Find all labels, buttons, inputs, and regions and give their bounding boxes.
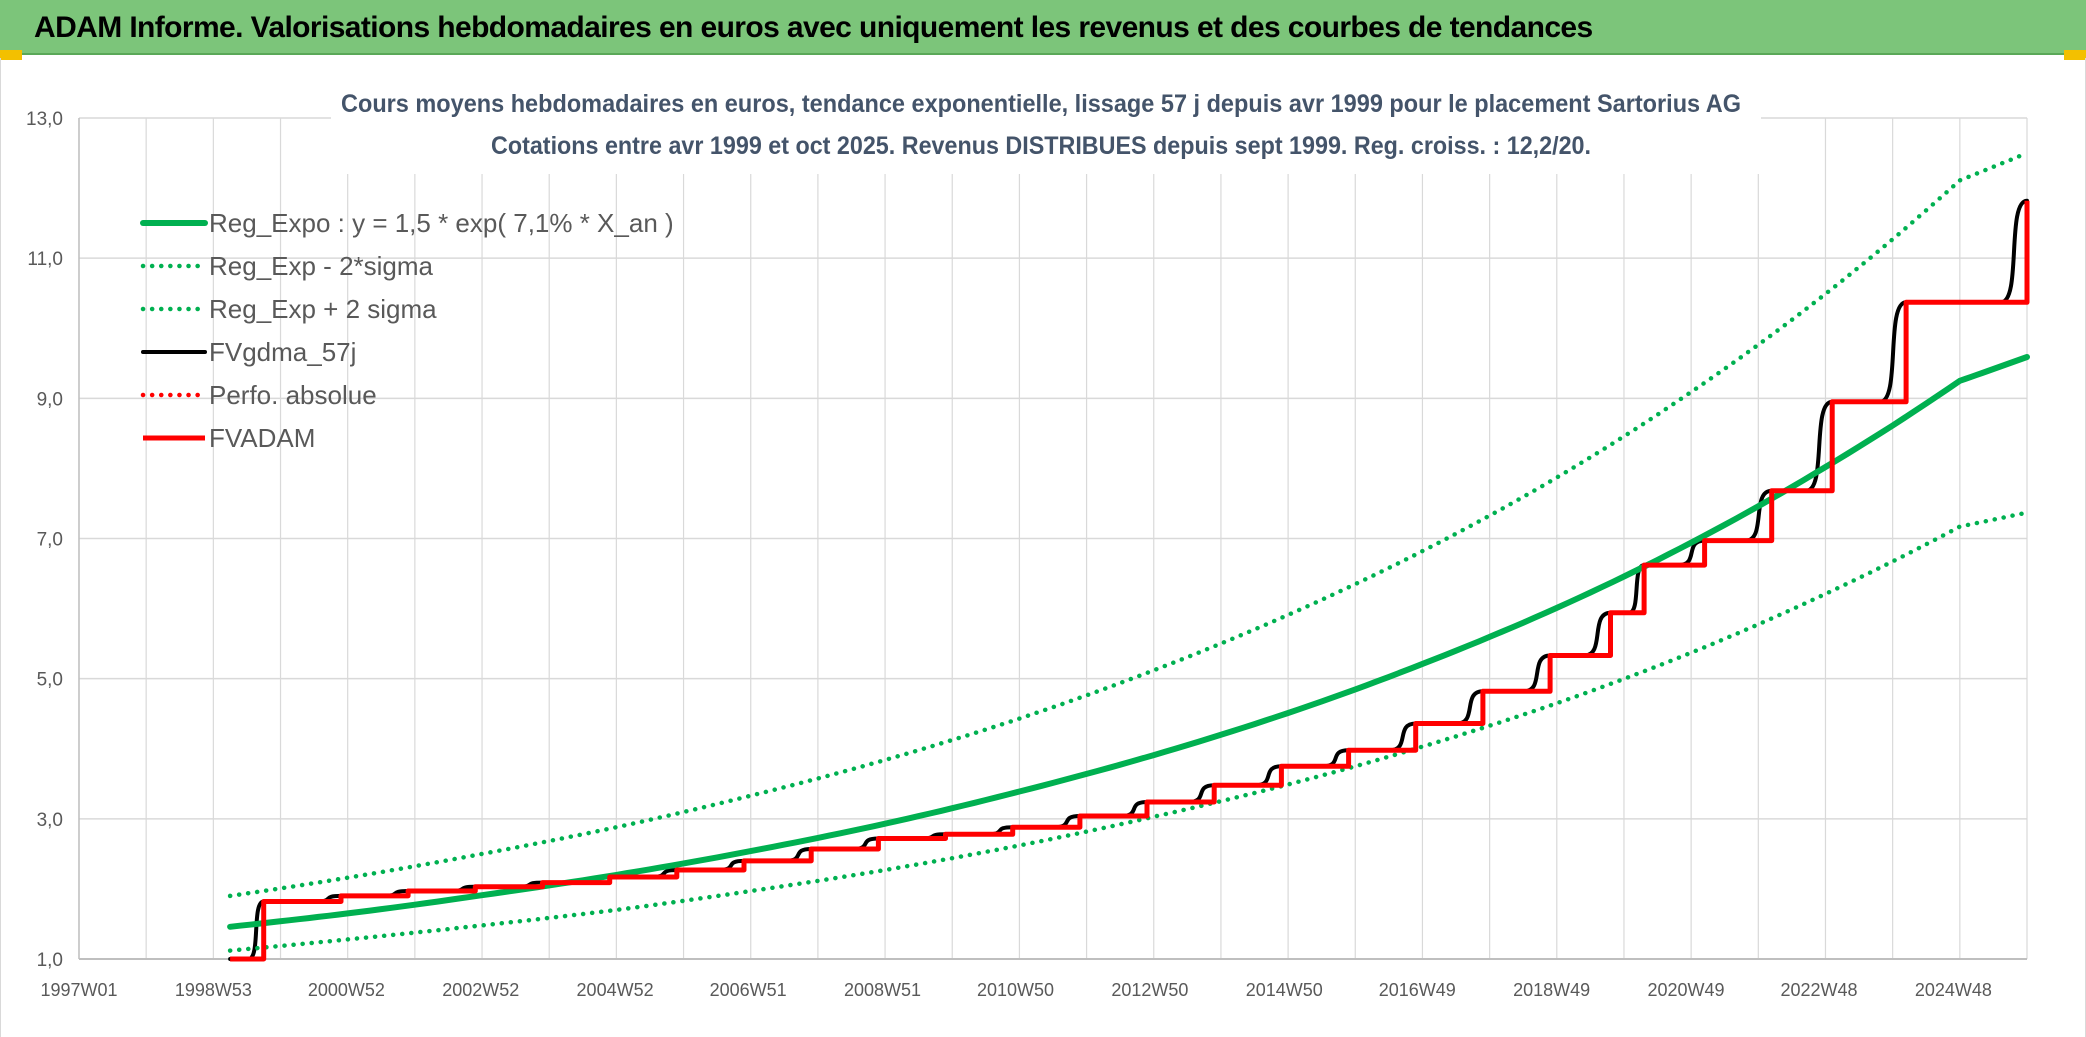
- legend-label: Reg_Exp - 2*sigma: [209, 251, 434, 281]
- y-tick-label: 7,0: [37, 530, 63, 551]
- line-chart: 1,0 3,0 5,0 7,0 9,0 11,0 13,0 1997W01 1998W53 200…: [26, 78, 2030, 1000]
- x-tick-label: 1997W01: [40, 980, 117, 1000]
- corner-marker-right: [2064, 50, 2086, 60]
- chart-frame: 1,0 3,0 5,0 7,0 9,0 11,0 13,0 1997W01 1998W53 200…: [0, 58, 2086, 1037]
- x-tick-label: 2020W49: [1647, 980, 1724, 1000]
- x-tick-label: 2010W50: [977, 980, 1054, 1000]
- legend: Reg_Expo : y = 1,5 * exp( 7,1% * X_an ) R…: [140, 208, 674, 453]
- x-tick-label: 2014W50: [1246, 980, 1323, 1000]
- grid: [78, 117, 2028, 960]
- chart-titles: Cours moyens hebdomadaires en euros, ten…: [331, 78, 1761, 174]
- series-reg-exp-plus-2sigma: [227, 150, 2030, 899]
- x-tick-label: 2018W49: [1513, 980, 1590, 1000]
- y-tick-label: 9,0: [37, 389, 63, 410]
- series-fvgdma-57j: [228, 198, 2029, 961]
- legend-label: Reg_Exp + 2 sigma: [209, 294, 437, 324]
- legend-label: FVgdma_57j: [209, 337, 356, 367]
- x-tick-label: 2008W51: [844, 980, 921, 1000]
- chart-title: Cours moyens hebdomadaires en euros, ten…: [341, 90, 1741, 118]
- legend-label: Perfo. absolue: [209, 380, 377, 410]
- y-tick-label: 5,0: [37, 670, 63, 691]
- legend-label: FVADAM: [209, 423, 315, 453]
- series-reg-expo: [227, 354, 2030, 930]
- x-tick-label: 2004W52: [577, 980, 654, 1000]
- y-tick-label: 1,0: [37, 950, 63, 971]
- series-fvadam: [230, 200, 2030, 962]
- axes: 1,0 3,0 5,0 7,0 9,0 11,0 13,0 1997W01 1998W53 200…: [26, 109, 2027, 1000]
- series-reg-exp-minus-2sigma: [227, 510, 2030, 953]
- report-banner: ADAM Informe. Valorisations hebdomadaire…: [0, 0, 2086, 55]
- x-tick-label: 1998W53: [175, 980, 252, 1000]
- x-tick-label: 2012W50: [1111, 980, 1188, 1000]
- series: [227, 150, 2030, 962]
- x-tick-label: 2006W51: [710, 980, 787, 1000]
- x-tick-label: 2024W48: [1915, 980, 1992, 1000]
- x-tick-label: 2022W48: [1780, 980, 1857, 1000]
- legend-label: Reg_Expo : y = 1,5 * exp( 7,1% * X_an ): [209, 208, 674, 238]
- corner-marker-left: [0, 50, 22, 60]
- x-tick-label: 2002W52: [442, 980, 519, 1000]
- report-title: ADAM Informe. Valorisations hebdomadaire…: [34, 11, 1593, 44]
- x-tick-label: 2016W49: [1379, 980, 1456, 1000]
- x-tick-label: 2000W52: [308, 980, 385, 1000]
- y-tick-label: 3,0: [37, 810, 63, 831]
- y-tick-label: 13,0: [26, 109, 63, 130]
- y-tick-label: 11,0: [27, 249, 63, 270]
- chart-subtitle: Cotations entre avr 1999 et oct 2025. Re…: [491, 132, 1591, 160]
